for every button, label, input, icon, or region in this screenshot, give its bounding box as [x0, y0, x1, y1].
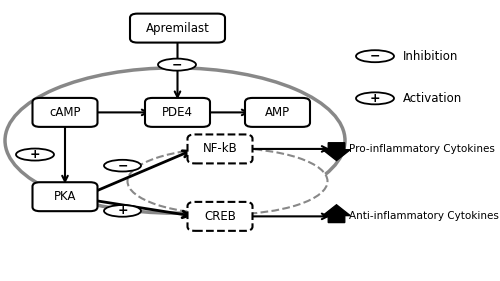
Polygon shape	[323, 143, 350, 160]
Text: Activation: Activation	[402, 92, 462, 105]
Text: PDE4: PDE4	[162, 106, 193, 119]
Ellipse shape	[356, 50, 394, 62]
Text: Anti-inflammatory Cytokines: Anti-inflammatory Cytokines	[349, 211, 499, 221]
Text: +: +	[117, 204, 128, 217]
Text: Inhibition: Inhibition	[402, 50, 458, 63]
Text: −: −	[117, 159, 128, 172]
Text: NF-kB: NF-kB	[202, 142, 237, 155]
Ellipse shape	[104, 160, 141, 171]
FancyBboxPatch shape	[188, 134, 252, 164]
Text: CREB: CREB	[204, 210, 236, 223]
Text: Pro-inflammatory Cytokines: Pro-inflammatory Cytokines	[349, 144, 495, 154]
Ellipse shape	[104, 205, 141, 217]
Ellipse shape	[5, 68, 345, 213]
Ellipse shape	[128, 148, 328, 214]
Polygon shape	[323, 205, 350, 223]
Text: −: −	[172, 58, 182, 71]
Text: AMP: AMP	[265, 106, 290, 119]
Text: +: +	[30, 148, 40, 161]
Text: Apremilast: Apremilast	[146, 22, 210, 35]
Text: PKA: PKA	[54, 190, 76, 203]
Text: +: +	[370, 92, 380, 105]
Ellipse shape	[158, 59, 196, 71]
Ellipse shape	[356, 92, 394, 104]
FancyBboxPatch shape	[188, 202, 252, 231]
Ellipse shape	[16, 149, 54, 160]
Text: cAMP: cAMP	[49, 106, 81, 119]
FancyBboxPatch shape	[130, 13, 225, 43]
FancyBboxPatch shape	[32, 98, 98, 127]
FancyBboxPatch shape	[245, 98, 310, 127]
Text: −: −	[370, 50, 380, 63]
FancyBboxPatch shape	[145, 98, 210, 127]
FancyBboxPatch shape	[32, 182, 98, 211]
